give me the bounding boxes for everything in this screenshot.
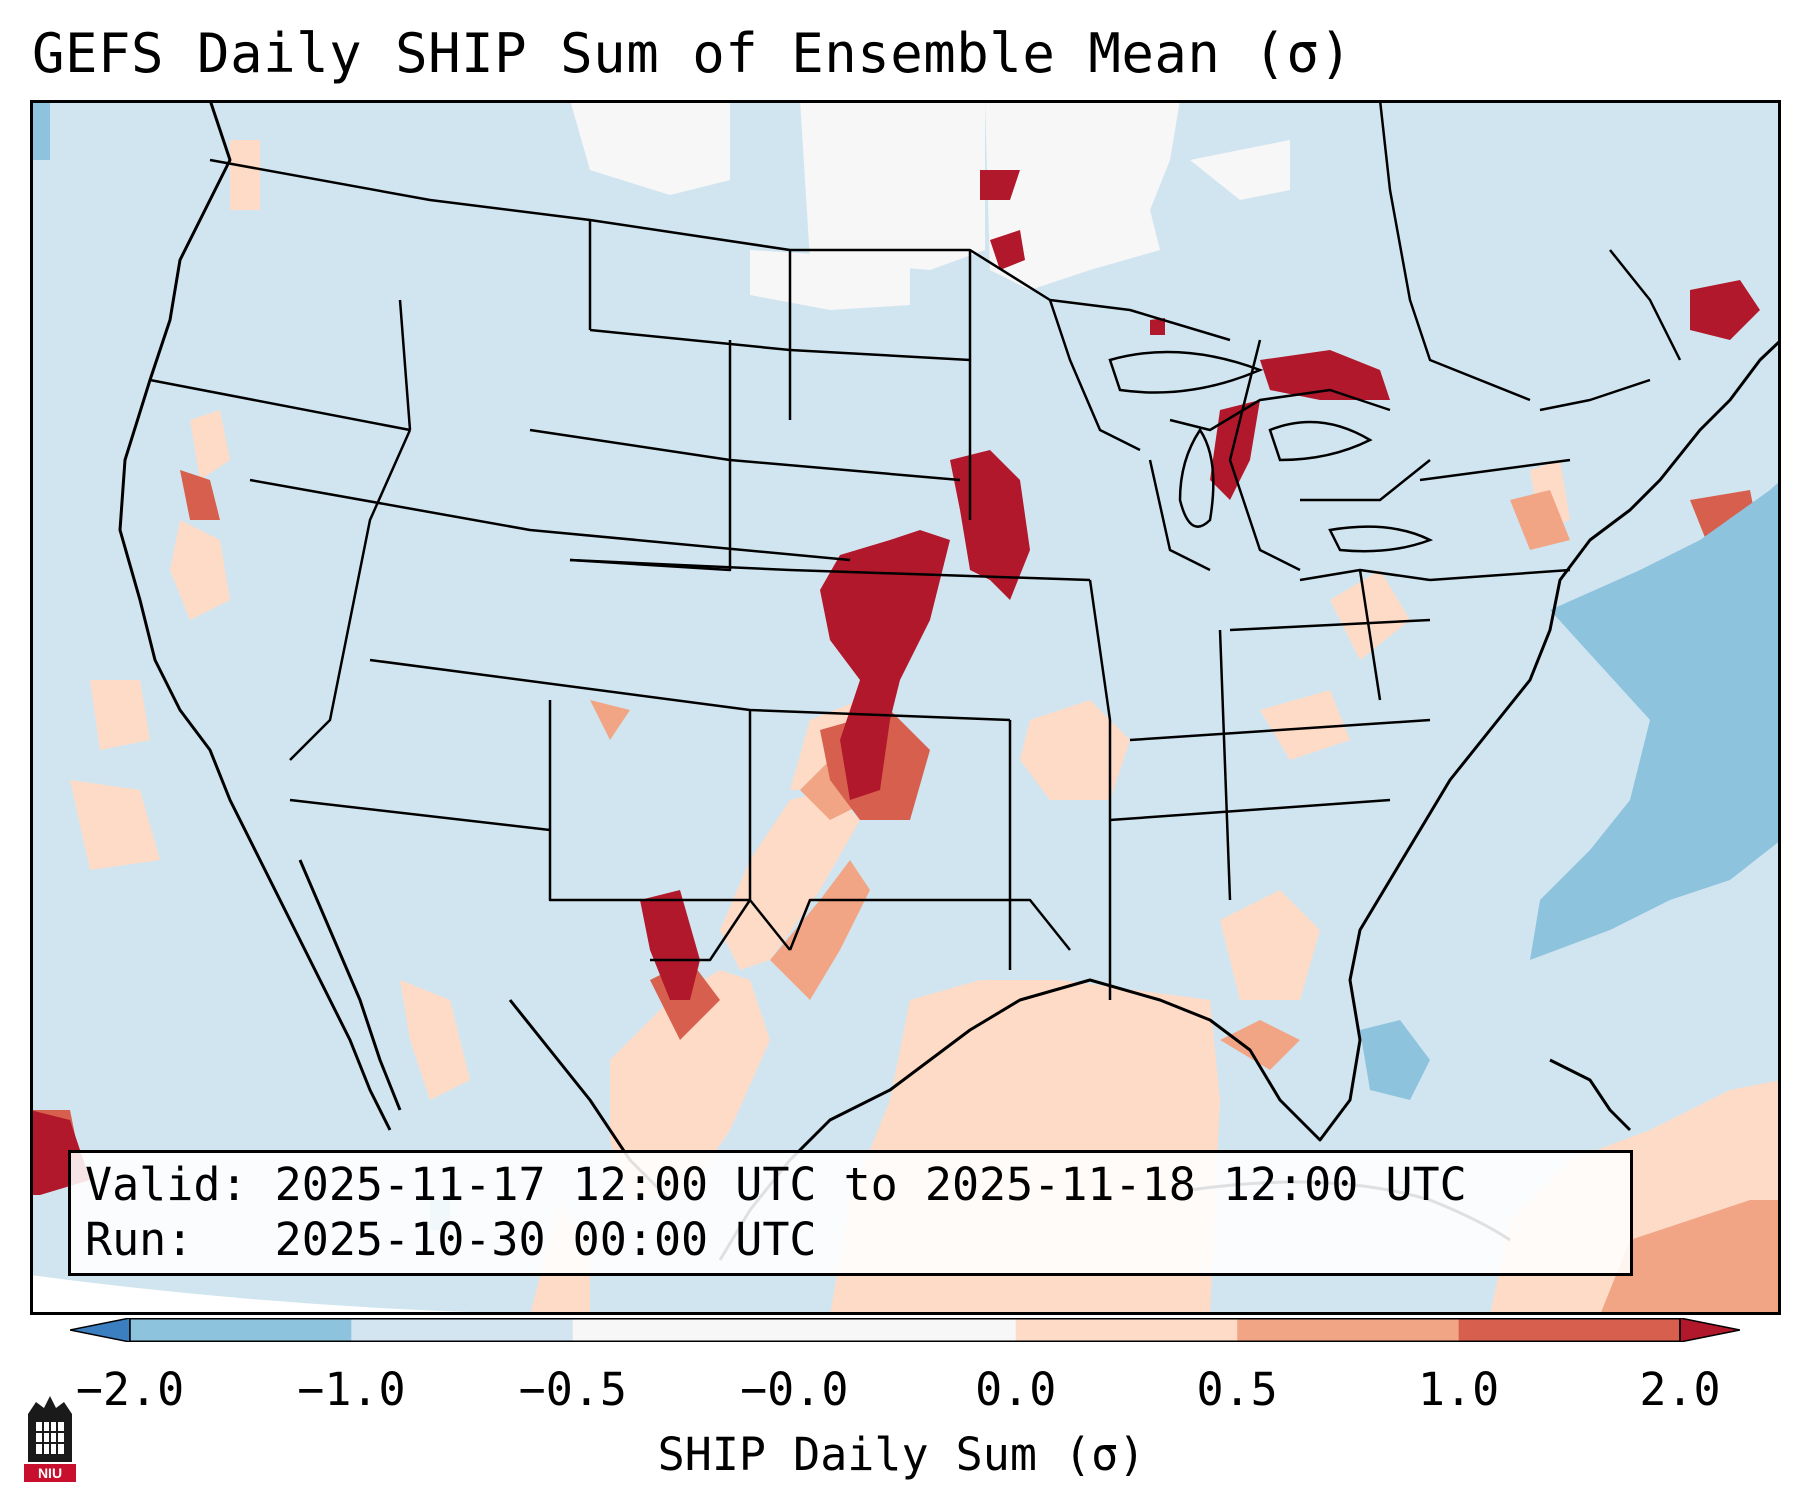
political-borders: [149, 100, 1682, 1000]
valid-row: Valid: 2025-11-17 12:00 UTC to 2025-11-1…: [85, 1157, 1630, 1212]
valid-label: Valid:: [85, 1158, 248, 1211]
map-panel: [30, 100, 1781, 1315]
colorbar-bin: [1458, 1318, 1680, 1342]
valid-value: 2025-11-17 12:00 UTC to 2025-11-18 12:00…: [274, 1158, 1467, 1211]
logo-text: NIU: [38, 1465, 62, 1481]
map-border: [30, 100, 1781, 1315]
colorbar-outline: [129, 1318, 1681, 1342]
niu-logo: NIU: [24, 1396, 76, 1482]
colorbar-tick-label: 0.5: [1196, 1363, 1278, 1416]
colorbar-tick-label: −0.5: [518, 1363, 628, 1416]
great-lakes: [1108, 350, 1434, 553]
colorbar-tick-label: −0.0: [740, 1363, 849, 1416]
colorbar-bin: [794, 1318, 1016, 1342]
colorbar-tick-label: −1.0: [297, 1363, 406, 1416]
run-value: 2025-10-30 00:00 UTC: [274, 1213, 817, 1266]
colorbar: [70, 1318, 1740, 1342]
colorbar-bin: [130, 1318, 352, 1342]
valid-run-infobox: Valid: 2025-11-17 12:00 UTC to 2025-11-1…: [68, 1150, 1633, 1276]
colorbar-label: SHIP Daily Sum (σ): [657, 1428, 1146, 1481]
map-title: GEFS Daily SHIP Sum of Ensemble Mean (σ): [32, 22, 1353, 85]
no-data-corner: [30, 1275, 630, 1315]
colorbar-tick-label: 2.0: [1639, 1363, 1721, 1416]
near-zero-patches: [570, 100, 1290, 310]
colorbar-bin: [351, 1318, 573, 1342]
run-row: Run: 2025-10-30 00:00 UTC: [85, 1212, 1630, 1267]
extreme-positive-regions: [30, 170, 1760, 1195]
colorbar-tick-label: 0.0: [975, 1363, 1057, 1416]
colorbar-bin: [1015, 1318, 1238, 1342]
run-label: Run:: [85, 1213, 194, 1266]
colorbar-bin: [572, 1318, 795, 1342]
colorbar-bin: [1237, 1318, 1459, 1342]
colorbar-tick-label: 1.0: [1417, 1363, 1500, 1416]
colorbar-tick-label: −2.0: [75, 1363, 185, 1416]
colorbar-extend-low: [70, 1318, 131, 1342]
colorbar-extend-high: [1679, 1318, 1740, 1342]
